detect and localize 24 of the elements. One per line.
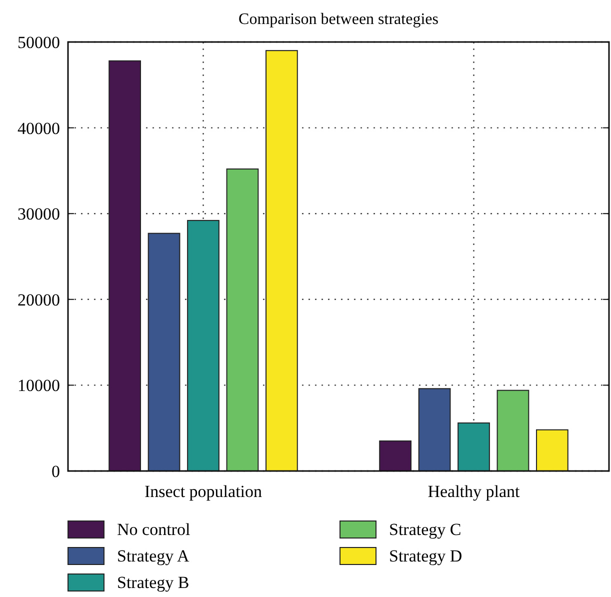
legend-label: No control — [117, 520, 190, 539]
bar — [108, 60, 141, 472]
bar — [187, 220, 220, 472]
bar — [148, 232, 180, 472]
bar — [226, 168, 259, 472]
bar — [458, 422, 490, 472]
bar — [379, 440, 412, 472]
bar — [536, 429, 568, 472]
bar — [496, 390, 530, 472]
chart-title: Comparison between strategies — [238, 11, 438, 28]
y-tick-label: 0 — [52, 462, 60, 481]
y-tick-label: 40000 — [18, 118, 60, 138]
x-tick-label: Healthy plant — [428, 482, 520, 501]
legend-label: Strategy A — [117, 546, 190, 566]
x-tick-label: Insect population — [144, 482, 263, 501]
bar — [418, 388, 451, 472]
y-tick-label: 50000 — [18, 32, 60, 52]
y-tick-label: 20000 — [18, 290, 60, 310]
legend-label: Strategy C — [389, 520, 462, 539]
legend-label: Strategy D — [389, 546, 462, 566]
legend-label: Strategy B — [117, 572, 190, 592]
y-tick-label: 30000 — [18, 204, 60, 224]
bar — [266, 50, 298, 472]
y-tick-label: 10000 — [18, 376, 60, 396]
